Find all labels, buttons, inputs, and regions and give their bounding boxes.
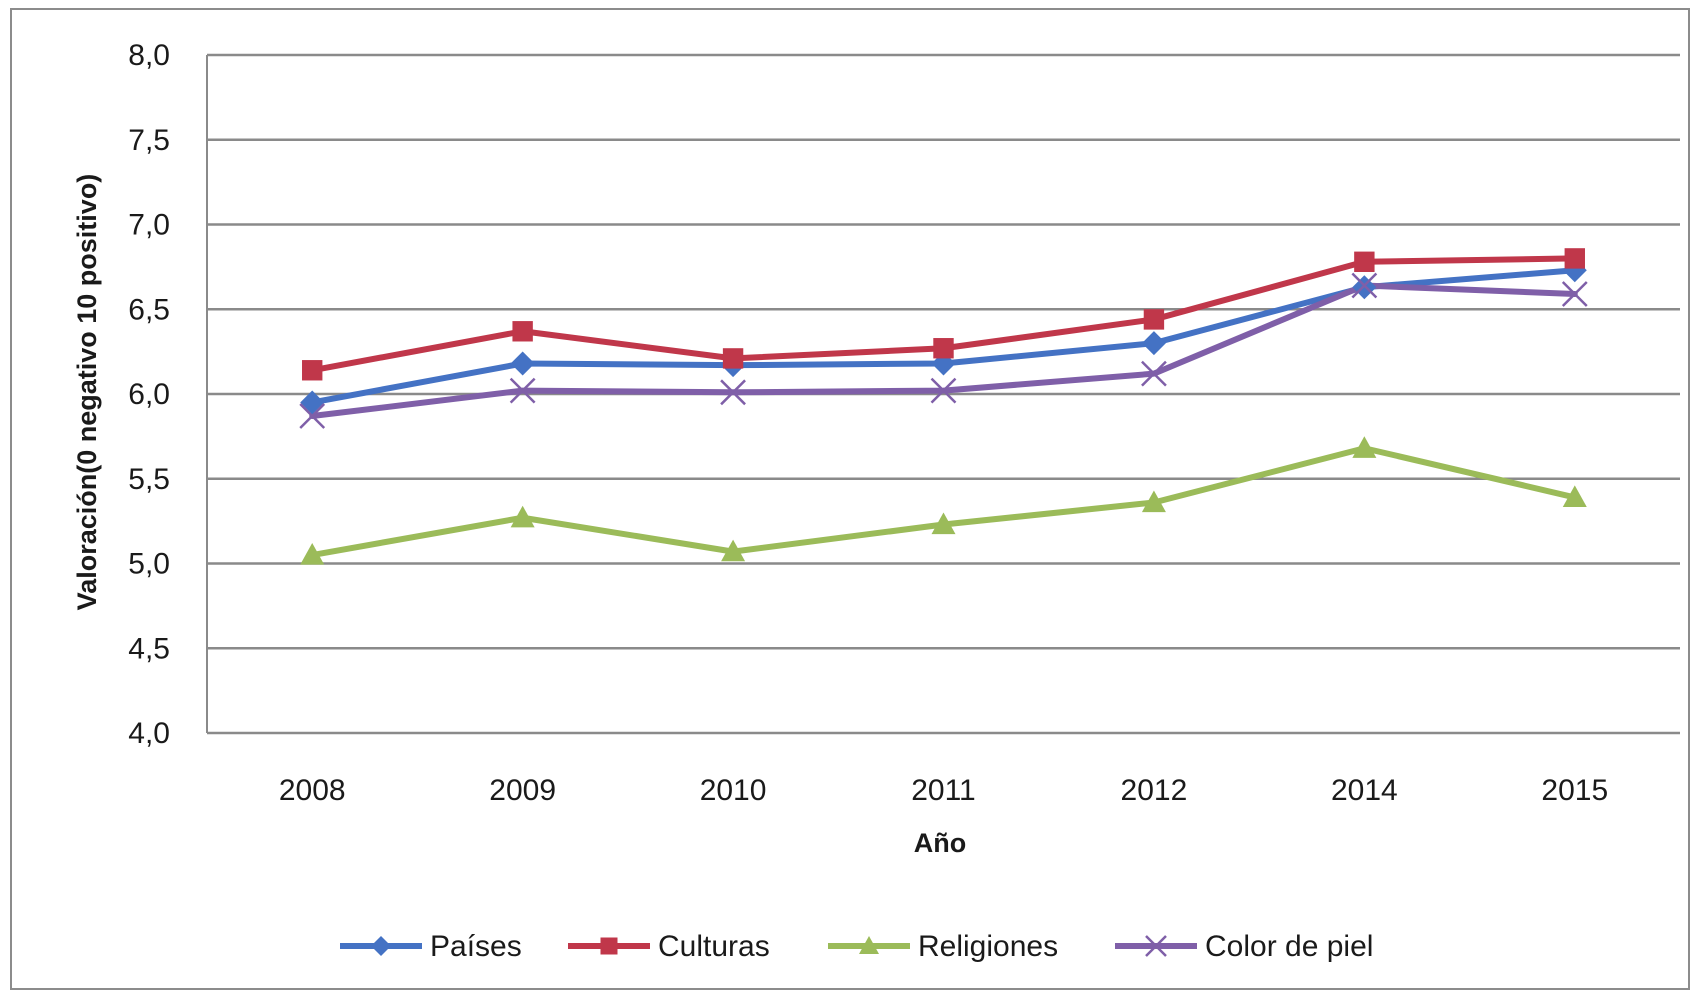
legend-label: Religiones xyxy=(918,930,1058,963)
y-tick-label: 5,0 xyxy=(128,548,170,581)
x-tick-label: 2008 xyxy=(279,774,346,807)
data-point xyxy=(930,377,957,404)
data-point xyxy=(512,321,533,342)
data-point xyxy=(1562,485,1587,507)
data-point xyxy=(302,360,323,381)
x-axis-ticks: 2008 2009 2010 2011 2012 2014 2015 xyxy=(279,774,1608,807)
x-tick-label: 2012 xyxy=(1121,774,1188,807)
data-point xyxy=(1564,248,1585,269)
y-tick-label: 7,5 xyxy=(128,124,170,157)
x-tick-label: 2011 xyxy=(911,774,976,807)
x-tick-label: 2009 xyxy=(489,774,556,807)
data-point xyxy=(299,403,326,429)
data-point xyxy=(600,937,618,955)
data-point xyxy=(933,338,954,359)
data-point xyxy=(1354,251,1375,272)
data-point xyxy=(1352,436,1377,458)
legend-label: Culturas xyxy=(658,930,770,963)
data-point xyxy=(510,505,535,528)
legend-label: Color de piel xyxy=(1205,930,1373,963)
data-point xyxy=(1141,490,1166,513)
data-point xyxy=(1141,360,1167,387)
y-tick-label: 8,0 xyxy=(128,39,170,72)
data-point xyxy=(1561,281,1588,307)
data-point xyxy=(300,543,325,565)
y-tick-label: 4,5 xyxy=(128,632,170,665)
data-point xyxy=(1141,331,1166,356)
y-axis-ticks: 4,0 4,5 5,0 5,5 6,0 6,5 7,0 7,5 8,0 xyxy=(128,39,170,750)
x-tick-label: 2014 xyxy=(1331,774,1398,807)
data-point xyxy=(509,377,536,404)
data-point xyxy=(371,936,391,956)
series-markers xyxy=(299,248,1588,565)
data-point xyxy=(1143,309,1165,330)
data-point xyxy=(722,348,744,369)
legend-label: Países xyxy=(430,930,522,963)
series-line xyxy=(309,445,1578,559)
x-tick-label: 2010 xyxy=(700,774,767,807)
y-tick-label: 4,0 xyxy=(128,717,170,750)
y-tick-label: 6,0 xyxy=(128,378,170,411)
legend: Países Culturas Religiones Color de piel xyxy=(340,930,1373,963)
y-tick-label: 5,5 xyxy=(128,463,170,496)
data-point xyxy=(510,351,535,376)
x-axis-title: Año xyxy=(914,828,966,858)
y-axis-title: Valoración(0 negativo 10 positivo) xyxy=(72,174,102,611)
x-tick-label: 2015 xyxy=(1541,774,1608,807)
y-tick-label: 7,0 xyxy=(128,209,170,242)
series-lines xyxy=(309,255,1578,559)
data-point xyxy=(720,379,746,406)
data-point xyxy=(1351,272,1378,299)
data-point xyxy=(721,539,746,562)
data-point xyxy=(1145,935,1167,957)
data-point xyxy=(859,936,879,954)
chart-frame xyxy=(10,8,1690,990)
gridlines xyxy=(206,53,1680,735)
data-point xyxy=(931,512,956,535)
y-tick-label: 6,5 xyxy=(128,293,170,326)
